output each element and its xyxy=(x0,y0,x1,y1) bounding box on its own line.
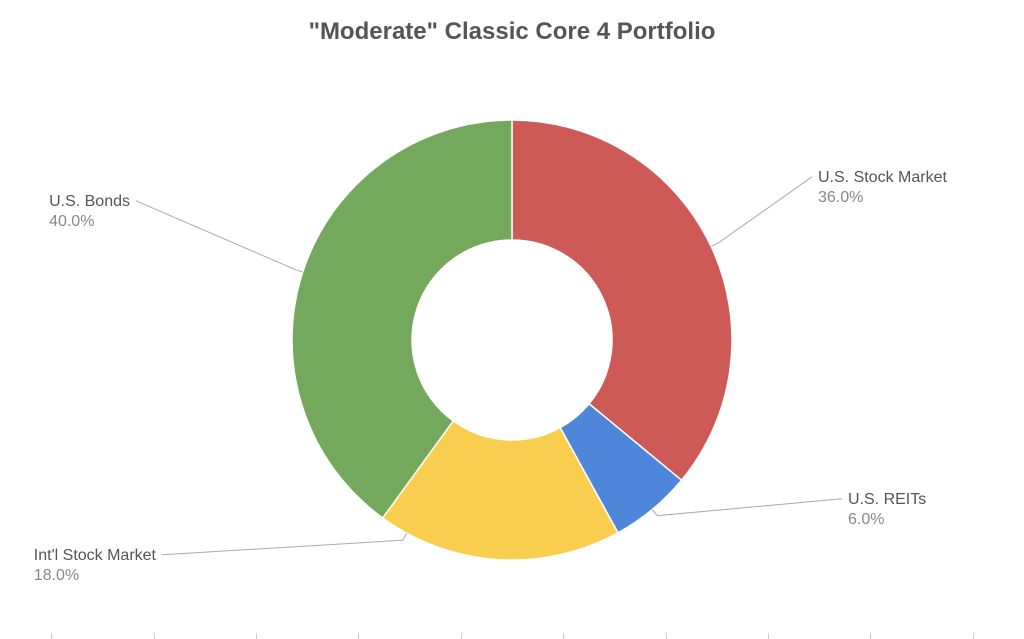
axis-tick xyxy=(973,633,974,639)
axis-tick xyxy=(358,633,359,639)
axis-tick xyxy=(563,633,564,639)
slice-u-s-stock-market xyxy=(512,120,732,480)
slice-label-name: U.S. Bonds xyxy=(49,192,130,212)
axis-tick xyxy=(870,633,871,639)
axis-tick xyxy=(256,633,257,639)
leader-line xyxy=(711,177,812,247)
slice-label-name: U.S. REITs xyxy=(848,490,926,510)
leader-line xyxy=(136,201,303,272)
leader-line xyxy=(652,499,842,516)
leader-line xyxy=(162,533,407,555)
donut-chart xyxy=(0,0,1024,639)
slice-label-pct: 40.0% xyxy=(49,212,130,232)
axis-tick xyxy=(666,633,667,639)
slice-label: Int'l Stock Market18.0% xyxy=(34,546,156,586)
slice-label: U.S. REITs6.0% xyxy=(848,490,926,530)
slice-label-name: U.S. Stock Market xyxy=(818,168,947,188)
slice-label-name: Int'l Stock Market xyxy=(34,546,156,566)
axis-tick xyxy=(768,633,769,639)
slice-label-pct: 36.0% xyxy=(818,188,947,208)
slice-label-pct: 6.0% xyxy=(848,510,926,530)
chart-container: { "chart": { "type": "donut", "title": "… xyxy=(0,0,1024,639)
slice-label-pct: 18.0% xyxy=(34,566,156,586)
axis-tick xyxy=(154,633,155,639)
axis-tick xyxy=(461,633,462,639)
slice-label: U.S. Stock Market36.0% xyxy=(818,168,947,208)
axis-tick xyxy=(51,633,52,639)
slice-label: U.S. Bonds40.0% xyxy=(49,192,130,232)
